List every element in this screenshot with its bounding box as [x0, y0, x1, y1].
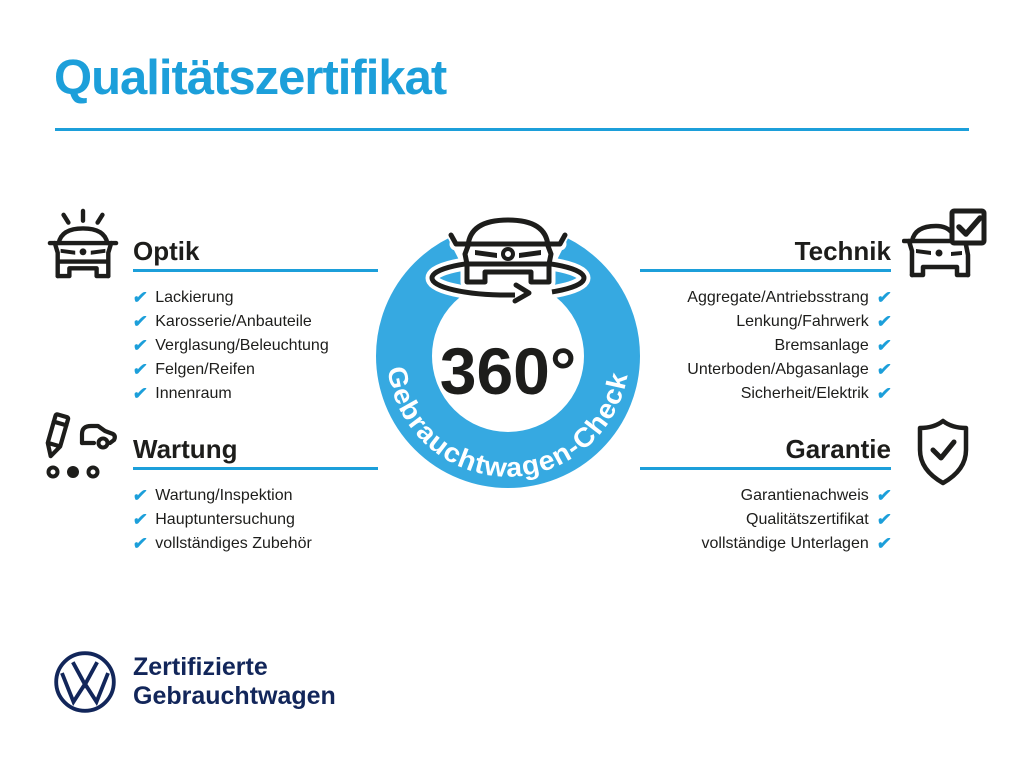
check-icon: ✔	[875, 312, 893, 331]
footer-line-1: Zertifizierte	[133, 653, 268, 681]
pencil-car-dots-icon	[45, 412, 117, 479]
shield-check-icon	[917, 418, 969, 486]
checklist-item: ✔ Innenraum	[131, 384, 232, 403]
checklist-item: ✔ Lackierung	[131, 288, 234, 307]
optik-checklist: ✔ Lackierung ✔ Karosserie/Anbauteile ✔ Verg…	[131, 288, 329, 403]
car-checkbox-icon	[902, 208, 987, 278]
check-icon: ✔	[131, 288, 149, 307]
wartung-divider	[133, 467, 378, 470]
checklist-item: ✔ Karosserie/Anbauteile	[131, 312, 312, 331]
section-title-technik: Technik	[794, 236, 891, 266]
checklist-item: Garantienachweis ✔	[740, 486, 893, 505]
section-title-garantie: Garantie	[785, 434, 892, 464]
checklist-item: Lenkung/Fahrwerk ✔	[736, 312, 893, 331]
footer-brand-text: Zertifizierte Gebrauchtwagen	[133, 653, 336, 711]
section-title-wartung: Wartung	[133, 434, 238, 464]
check-icon: ✔	[875, 486, 893, 505]
check-icon: ✔	[131, 486, 149, 505]
check-icon: ✔	[131, 510, 149, 529]
optik-divider	[133, 269, 378, 272]
car-front-sparkle-icon	[47, 208, 119, 279]
checklist-item: ✔ Verglasung/Beleuchtung	[131, 336, 329, 355]
rotation-arrow-icon	[512, 282, 532, 304]
check-icon: ✔	[875, 510, 893, 529]
checklist-item: ✔ Felgen/Reifen	[131, 360, 255, 379]
badge-value: 360°	[440, 334, 577, 408]
check-icon: ✔	[131, 534, 149, 553]
checklist-item: ✔ Wartung/Inspektion	[131, 486, 293, 505]
garantie-checklist: Garantienachweis ✔ Qualitätszertifikat ✔ v…	[701, 486, 893, 553]
check-icon: ✔	[875, 534, 893, 553]
checklist-item: Sicherheit/Elektrik ✔	[740, 384, 893, 403]
footer-line-2: Gebrauchtwagen	[133, 682, 336, 710]
check-icon: ✔	[131, 360, 149, 379]
check-icon: ✔	[131, 384, 149, 403]
checklist-item: Aggregate/Antriebsstrang ✔	[687, 288, 893, 307]
section-title-optik: Optik	[133, 236, 200, 266]
check-icon: ✔	[875, 360, 893, 379]
technik-divider	[640, 269, 891, 272]
checklist-item: ✔ vollständiges Zubehör	[131, 534, 312, 553]
vw-logo	[54, 651, 116, 713]
wartung-checklist: ✔ Wartung/Inspektion ✔ Hauptuntersuchung ✔…	[131, 486, 312, 553]
checklist-item: vollständige Unterlagen ✔	[701, 534, 893, 553]
garantie-divider	[640, 467, 891, 470]
check-icon: ✔	[875, 336, 893, 355]
page-title: Qualitätszertifikat	[54, 51, 447, 105]
checklist-item: Unterboden/Abgasanlage ✔	[687, 360, 893, 379]
checklist-item: Qualitätszertifikat ✔	[746, 510, 893, 529]
title-divider	[55, 128, 969, 131]
checklist-item: Bremsanlage ✔	[774, 336, 893, 355]
check-icon: ✔	[131, 312, 149, 331]
360-check-badge: Gebrauchtwagen-Check 360°	[376, 205, 640, 488]
check-icon: ✔	[875, 288, 893, 307]
technik-checklist: Aggregate/Antriebsstrang ✔ Lenkung/Fahrwe…	[687, 288, 893, 403]
check-icon: ✔	[131, 336, 149, 355]
checklist-item: ✔ Hauptuntersuchung	[131, 510, 295, 529]
check-icon: ✔	[875, 384, 893, 403]
car-360-rotation-icon	[425, 213, 591, 304]
